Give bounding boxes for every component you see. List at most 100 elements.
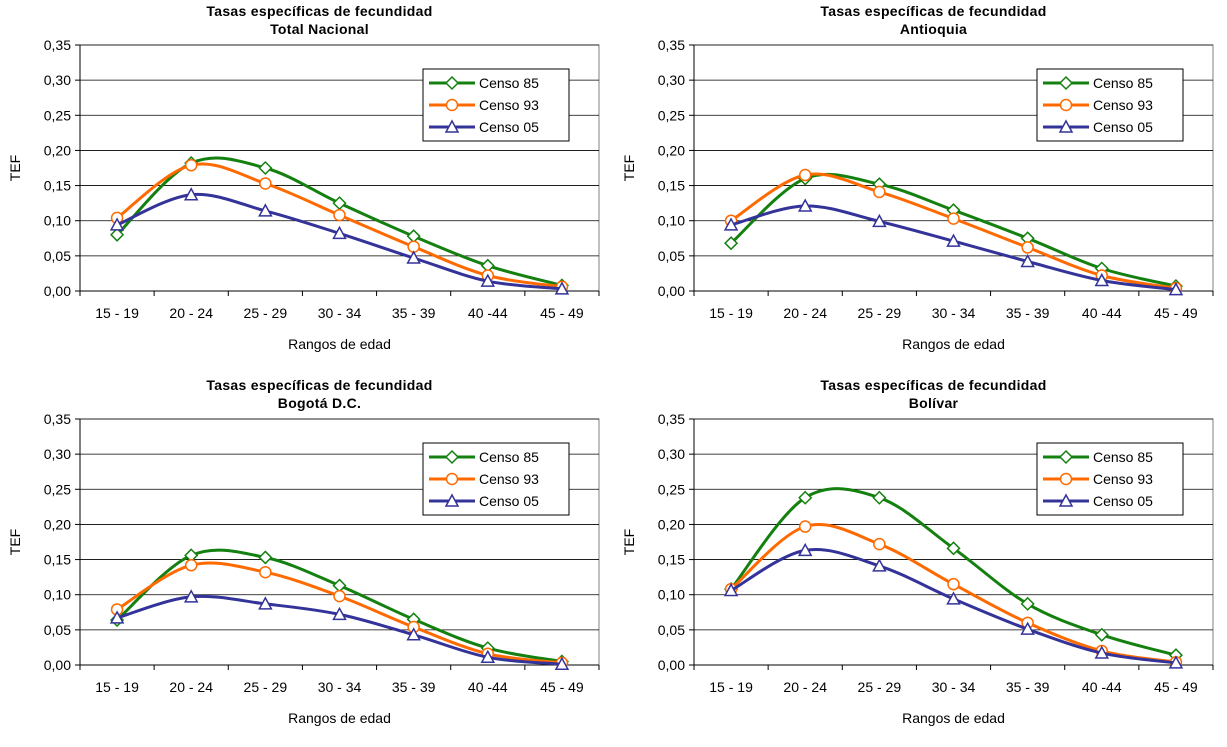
- x-tick-label: 40 -44: [468, 305, 508, 321]
- data-point: [554, 656, 570, 671]
- x-tick-label: 15 - 19: [95, 679, 139, 695]
- x-tick-label: 30 - 34: [318, 679, 362, 695]
- data-point: [184, 558, 198, 572]
- legend-marker: [444, 119, 460, 133]
- y-tick-label: 0,15: [44, 178, 71, 194]
- series-censo-05: [723, 198, 1184, 296]
- series-censo-85: [110, 156, 569, 293]
- data-point: [258, 160, 273, 176]
- legend-label: Censo 85: [479, 449, 539, 465]
- x-tick-label: 30 - 34: [318, 305, 362, 321]
- y-tick-label: 0,10: [658, 587, 685, 603]
- legend-label: Censo 05: [1093, 119, 1153, 135]
- legend-marker: [445, 98, 459, 112]
- data-point: [724, 236, 739, 251]
- data-point: [946, 591, 961, 605]
- data-point: [1168, 655, 1184, 669]
- chart-antioquia: Tasas específicas de fecundidad Antioquia…: [614, 0, 1227, 373]
- data-point: [873, 185, 886, 199]
- chart-subtitle: Bolívar: [909, 395, 959, 411]
- x-axis-label: Rangos de edad: [288, 710, 391, 726]
- data-point: [109, 217, 125, 231]
- y-tick-label: 0,25: [44, 481, 71, 497]
- series-censo-05: [109, 589, 570, 671]
- chart-title: Tasas específicas de fecundidad: [206, 3, 432, 19]
- data-point: [480, 649, 496, 664]
- data-point: [258, 203, 273, 217]
- y-tick-label: 0,35: [658, 411, 685, 427]
- x-tick-label: 35 - 39: [392, 305, 436, 321]
- data-point: [797, 198, 813, 212]
- y-axis-label: TEF: [7, 155, 23, 181]
- legend-marker: [1058, 449, 1074, 465]
- y-tick-label: 0,25: [658, 107, 685, 123]
- data-point: [259, 177, 272, 190]
- series-line: [730, 548, 1177, 665]
- y-tick-label: 0,05: [658, 248, 685, 264]
- legend-marker: [1059, 472, 1073, 486]
- data-point: [332, 578, 347, 593]
- x-axis-label: Rangos de edad: [902, 710, 1005, 726]
- y-tick-label: 0,00: [658, 657, 685, 673]
- chart-bolivar: Tasas específicas de fecundidad Bolívar 0,…: [614, 374, 1227, 747]
- x-tick-label: 25 - 29: [244, 305, 288, 321]
- y-tick-label: 0,20: [44, 516, 71, 532]
- y-tick-label: 0,15: [44, 552, 71, 568]
- y-tick-label: 0,35: [44, 411, 71, 427]
- legend: Censo 85 Censo 93 Censo 05: [422, 68, 570, 142]
- data-point: [946, 541, 961, 556]
- data-point: [1094, 272, 1110, 287]
- data-point: [332, 606, 347, 621]
- x-tick-label: 15 - 19: [709, 679, 753, 695]
- data-point: [1094, 627, 1109, 642]
- data-point: [109, 610, 125, 624]
- legend-label: Censo 93: [479, 97, 539, 113]
- data-point: [406, 627, 421, 641]
- y-axis-label: TEF: [7, 529, 23, 555]
- data-point: [259, 565, 272, 579]
- x-tick-label: 35 - 39: [392, 679, 436, 695]
- x-tick-label: 25 - 29: [244, 679, 288, 695]
- data-point: [798, 168, 812, 182]
- chart-subtitle: Bogotá D.C.: [278, 395, 361, 411]
- x-tick-label: 45 - 49: [540, 679, 584, 695]
- y-tick-label: 0,35: [44, 37, 71, 53]
- y-axis-label: TEF: [621, 529, 637, 555]
- x-tick-label: 35 - 39: [1006, 679, 1050, 695]
- legend: Censo 85 Censo 93 Censo 05: [1036, 442, 1184, 516]
- legend-label: Censo 05: [479, 119, 539, 135]
- data-point: [873, 537, 886, 551]
- data-point: [1094, 645, 1110, 659]
- x-tick-label: 45 - 49: [1154, 305, 1198, 321]
- data-point: [872, 213, 887, 228]
- data-point: [554, 281, 570, 295]
- legend-marker: [1058, 493, 1074, 507]
- y-tick-label: 0,35: [658, 37, 685, 53]
- data-point: [406, 229, 421, 244]
- y-tick-label: 0,20: [658, 142, 685, 158]
- series-censo-85: [724, 487, 1183, 663]
- data-point: [947, 212, 960, 225]
- series-censo-85: [724, 171, 1183, 294]
- x-tick-label: 45 - 49: [540, 305, 584, 321]
- y-tick-label: 0,30: [44, 72, 71, 88]
- y-tick-label: 0,05: [44, 622, 71, 638]
- x-tick-label: 15 - 19: [95, 305, 139, 321]
- y-tick-label: 0,10: [44, 213, 71, 229]
- x-tick-label: 45 - 49: [1154, 679, 1198, 695]
- data-point: [184, 158, 198, 172]
- legend-label: Censo 93: [479, 471, 539, 487]
- chart-bogota: Tasas específicas de fecundidad Bogotá D.…: [0, 374, 613, 747]
- x-tick-label: 30 - 34: [932, 679, 976, 695]
- legend-label: Censo 85: [479, 75, 539, 91]
- data-point: [1168, 282, 1184, 296]
- legend-label: Censo 93: [1093, 97, 1153, 113]
- data-point: [1020, 596, 1035, 611]
- x-tick-label: 40 -44: [468, 679, 508, 695]
- legend-marker: [444, 493, 460, 507]
- y-tick-label: 0,10: [658, 213, 685, 229]
- data-point: [183, 187, 199, 201]
- chart-subtitle: Antioquia: [900, 21, 967, 37]
- data-point: [798, 520, 812, 533]
- legend-marker: [445, 472, 459, 486]
